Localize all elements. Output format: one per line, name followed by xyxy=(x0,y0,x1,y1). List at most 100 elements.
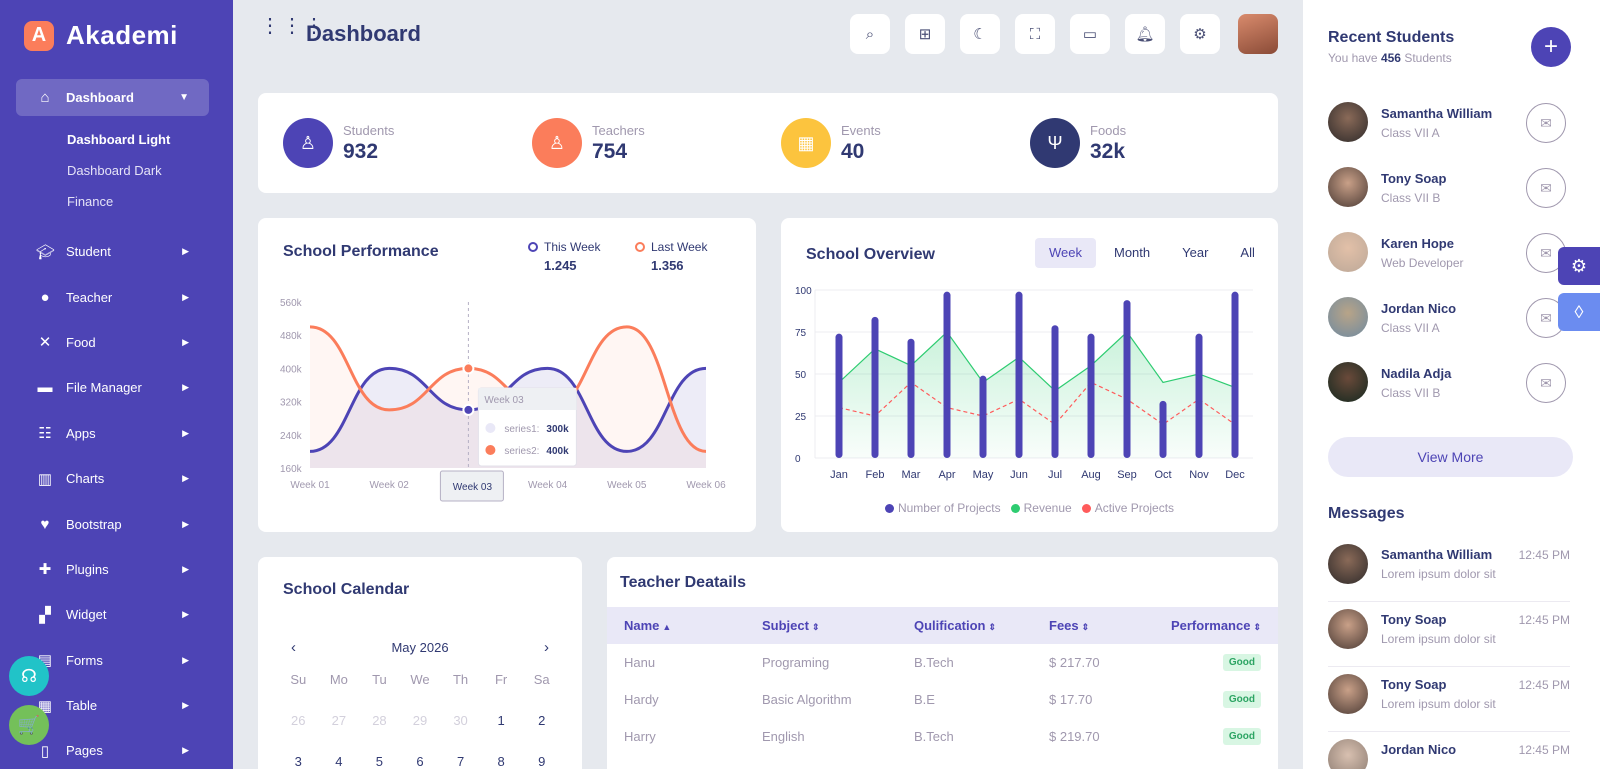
bar[interactable] xyxy=(1159,400,1167,458)
calendar-day-muted[interactable]: 27 xyxy=(331,713,347,728)
message-button[interactable]: ✉ xyxy=(1526,168,1566,208)
calendar-day[interactable]: 3 xyxy=(294,754,302,769)
calendar-day-muted[interactable]: 26 xyxy=(291,713,306,728)
sidebar-item-charts[interactable]: ▥ Charts ▶ xyxy=(16,456,209,501)
message-item[interactable]: Tony Soap Lorem ipsum dolor sit 12:45 PM xyxy=(1328,674,1570,732)
bar[interactable] xyxy=(1123,300,1131,458)
notifications-button[interactable]: 🔔︎ xyxy=(1125,14,1165,54)
message-button[interactable]: ✉ xyxy=(1526,103,1566,143)
support-button[interactable]: ☊ xyxy=(9,656,49,696)
col-subject[interactable]: Subject ⇕ xyxy=(762,618,820,633)
bar[interactable] xyxy=(1195,333,1203,458)
student-item[interactable]: Jordan Nico Class VII A ✉ xyxy=(1328,297,1570,339)
chevron-right-icon[interactable]: › xyxy=(544,639,549,656)
legend-last-week[interactable]: Last Week 1.356 xyxy=(635,240,707,273)
tab-all[interactable]: All xyxy=(1240,245,1255,260)
tab-month[interactable]: Month xyxy=(1114,245,1151,260)
add-student-button[interactable]: + xyxy=(1531,27,1571,67)
calendar-day[interactable]: 2 xyxy=(538,713,546,728)
tab-year[interactable]: Year xyxy=(1182,245,1209,260)
mail-icon: ✉ xyxy=(1540,179,1552,196)
bar[interactable] xyxy=(1051,325,1059,458)
calendar-day[interactable]: 6 xyxy=(416,754,424,769)
fullscreen-button[interactable]: ⛶ xyxy=(1015,14,1055,54)
calendar-day[interactable]: 9 xyxy=(538,754,546,769)
subnav-dashboard-dark[interactable]: Dashboard Dark xyxy=(67,163,162,178)
calendar-day-muted[interactable]: 30 xyxy=(453,713,468,728)
subnav-dashboard-light[interactable]: Dashboard Light xyxy=(67,132,171,147)
message-item[interactable]: Tony Soap Lorem ipsum dolor sit 12:45 PM xyxy=(1328,609,1570,667)
search-button[interactable]: ⌕ xyxy=(850,14,890,54)
col-name[interactable]: Name ▲ xyxy=(624,618,671,633)
calendar-day-muted[interactable]: 28 xyxy=(372,713,387,728)
message-button[interactable]: ✉ xyxy=(1526,363,1566,403)
message-item[interactable]: Samantha William Lorem ipsum dolor sit 1… xyxy=(1328,544,1570,602)
sidebar-item-pages[interactable]: ▯ Pages ▶ xyxy=(16,728,209,769)
tab-week[interactable]: Week xyxy=(1035,238,1096,268)
student-item[interactable]: Samantha William Class VII A ✉ xyxy=(1328,102,1570,144)
chevron-left-icon[interactable]: ‹ xyxy=(291,639,296,656)
student-item[interactable]: Nadila Adja Class VII B ✉ xyxy=(1328,362,1570,404)
cart-button[interactable]: 🛒 xyxy=(9,705,49,745)
calendar-day[interactable]: 8 xyxy=(497,754,505,769)
col-qualification[interactable]: Qulification ⇕ xyxy=(914,618,996,633)
sidebar-item-file-manager[interactable]: ▬ File Manager ▶ xyxy=(16,365,209,410)
overview-chart[interactable]: 100 75 50 25 0 Jan Feb Mar Apr May Jun Jul Aug Sep Oct… xyxy=(781,278,1278,500)
table-row[interactable]: Hardy Basic Algorithm B.E $ 17.70 Good xyxy=(607,681,1278,718)
x-tick-label: May xyxy=(973,469,994,481)
legend-active-projects[interactable]: Active Projects xyxy=(1081,501,1174,515)
active-projects-line[interactable] xyxy=(838,381,1236,426)
message-item[interactable]: Jordan Nico 12:45 PM xyxy=(1328,739,1570,769)
legend-this-week[interactable]: This Week 1.245 xyxy=(528,240,600,273)
student-item[interactable]: Tony Soap Class VII B ✉ xyxy=(1328,167,1570,209)
bar[interactable] xyxy=(907,338,915,458)
view-more-button[interactable]: View More xyxy=(1328,437,1573,477)
data-point[interactable] xyxy=(462,362,475,375)
sidebar-item-widget[interactable]: ▞ Widget ▶ xyxy=(16,592,209,637)
sidebar-item-teacher[interactable]: ● Teacher ▶ xyxy=(16,274,209,319)
bar[interactable] xyxy=(1231,291,1239,458)
calendar-day[interactable]: 5 xyxy=(375,754,384,769)
legend-projects[interactable]: Number of Projects xyxy=(884,501,1001,515)
user-avatar[interactable] xyxy=(1238,14,1278,54)
sidebar-item-student[interactable]: 🎓︎ Student ▶ xyxy=(16,229,209,274)
subnav-finance[interactable]: Finance xyxy=(67,194,114,209)
sidebar-item-bootstrap[interactable]: ♥ Bootstrap ▶ xyxy=(16,501,209,546)
logo[interactable]: A Akademi xyxy=(24,20,178,51)
series-line[interactable] xyxy=(309,366,707,453)
sidebar-item-dashboard[interactable]: ⌂ Dashboard ▼ xyxy=(16,79,209,116)
bar[interactable] xyxy=(871,316,879,458)
bar[interactable] xyxy=(979,375,987,458)
col-fees[interactable]: Fees ⇕ xyxy=(1049,618,1089,633)
bar[interactable] xyxy=(943,291,951,458)
sidebar-item-apps[interactable]: ☷ Apps ▶ xyxy=(16,411,209,456)
sidebar-item-plugins[interactable]: ✚ Plugins ▶ xyxy=(16,547,209,592)
data-point[interactable] xyxy=(462,403,475,416)
calendar-day[interactable]: 1 xyxy=(497,713,505,728)
dark-mode-button[interactable]: ☾ xyxy=(960,14,1000,54)
sidebar-item-table[interactable]: ▦ Table ▶ xyxy=(16,683,209,728)
color-picker-button[interactable]: ◊ xyxy=(1558,293,1600,331)
performance-chart[interactable]: 560k 480k 400k 320k 240k 160k Week 01 Week 02 We… xyxy=(258,288,756,532)
apps-button[interactable]: ⊞ xyxy=(905,14,945,54)
calendar-day[interactable]: 7 xyxy=(456,754,465,769)
theme-settings-button[interactable]: ⚙ xyxy=(1558,247,1600,285)
message-time: 12:45 PM xyxy=(1518,548,1570,562)
day-name: Mo xyxy=(329,672,348,687)
sidebar-item-forms[interactable]: ▤ Forms ▶ xyxy=(16,638,209,683)
table-row[interactable]: Harry English B.Tech $ 219.70 Good xyxy=(607,718,1278,755)
sidebar-item-food[interactable]: ✕ Food ▶ xyxy=(16,320,209,365)
chat-button[interactable]: ▭ xyxy=(1070,14,1110,54)
table-row[interactable]: Hanu Programing B.Tech $ 217.70 Good xyxy=(607,644,1278,681)
calendar-day[interactable]: 4 xyxy=(335,754,343,769)
student-item[interactable]: Karen Hope Web Developer ✉ xyxy=(1328,232,1570,274)
x-tick-label: Apr xyxy=(938,469,955,481)
bar[interactable] xyxy=(1087,333,1095,458)
settings-button[interactable]: ⚙ xyxy=(1180,14,1220,54)
bar[interactable] xyxy=(1015,291,1023,458)
calendar-day-muted[interactable]: 29 xyxy=(412,713,428,728)
legend-revenue[interactable]: Revenue xyxy=(1010,501,1072,515)
revenue-line[interactable] xyxy=(838,331,1236,392)
bar[interactable] xyxy=(835,333,843,458)
col-performance[interactable]: Performance ⇕ xyxy=(1171,618,1261,633)
